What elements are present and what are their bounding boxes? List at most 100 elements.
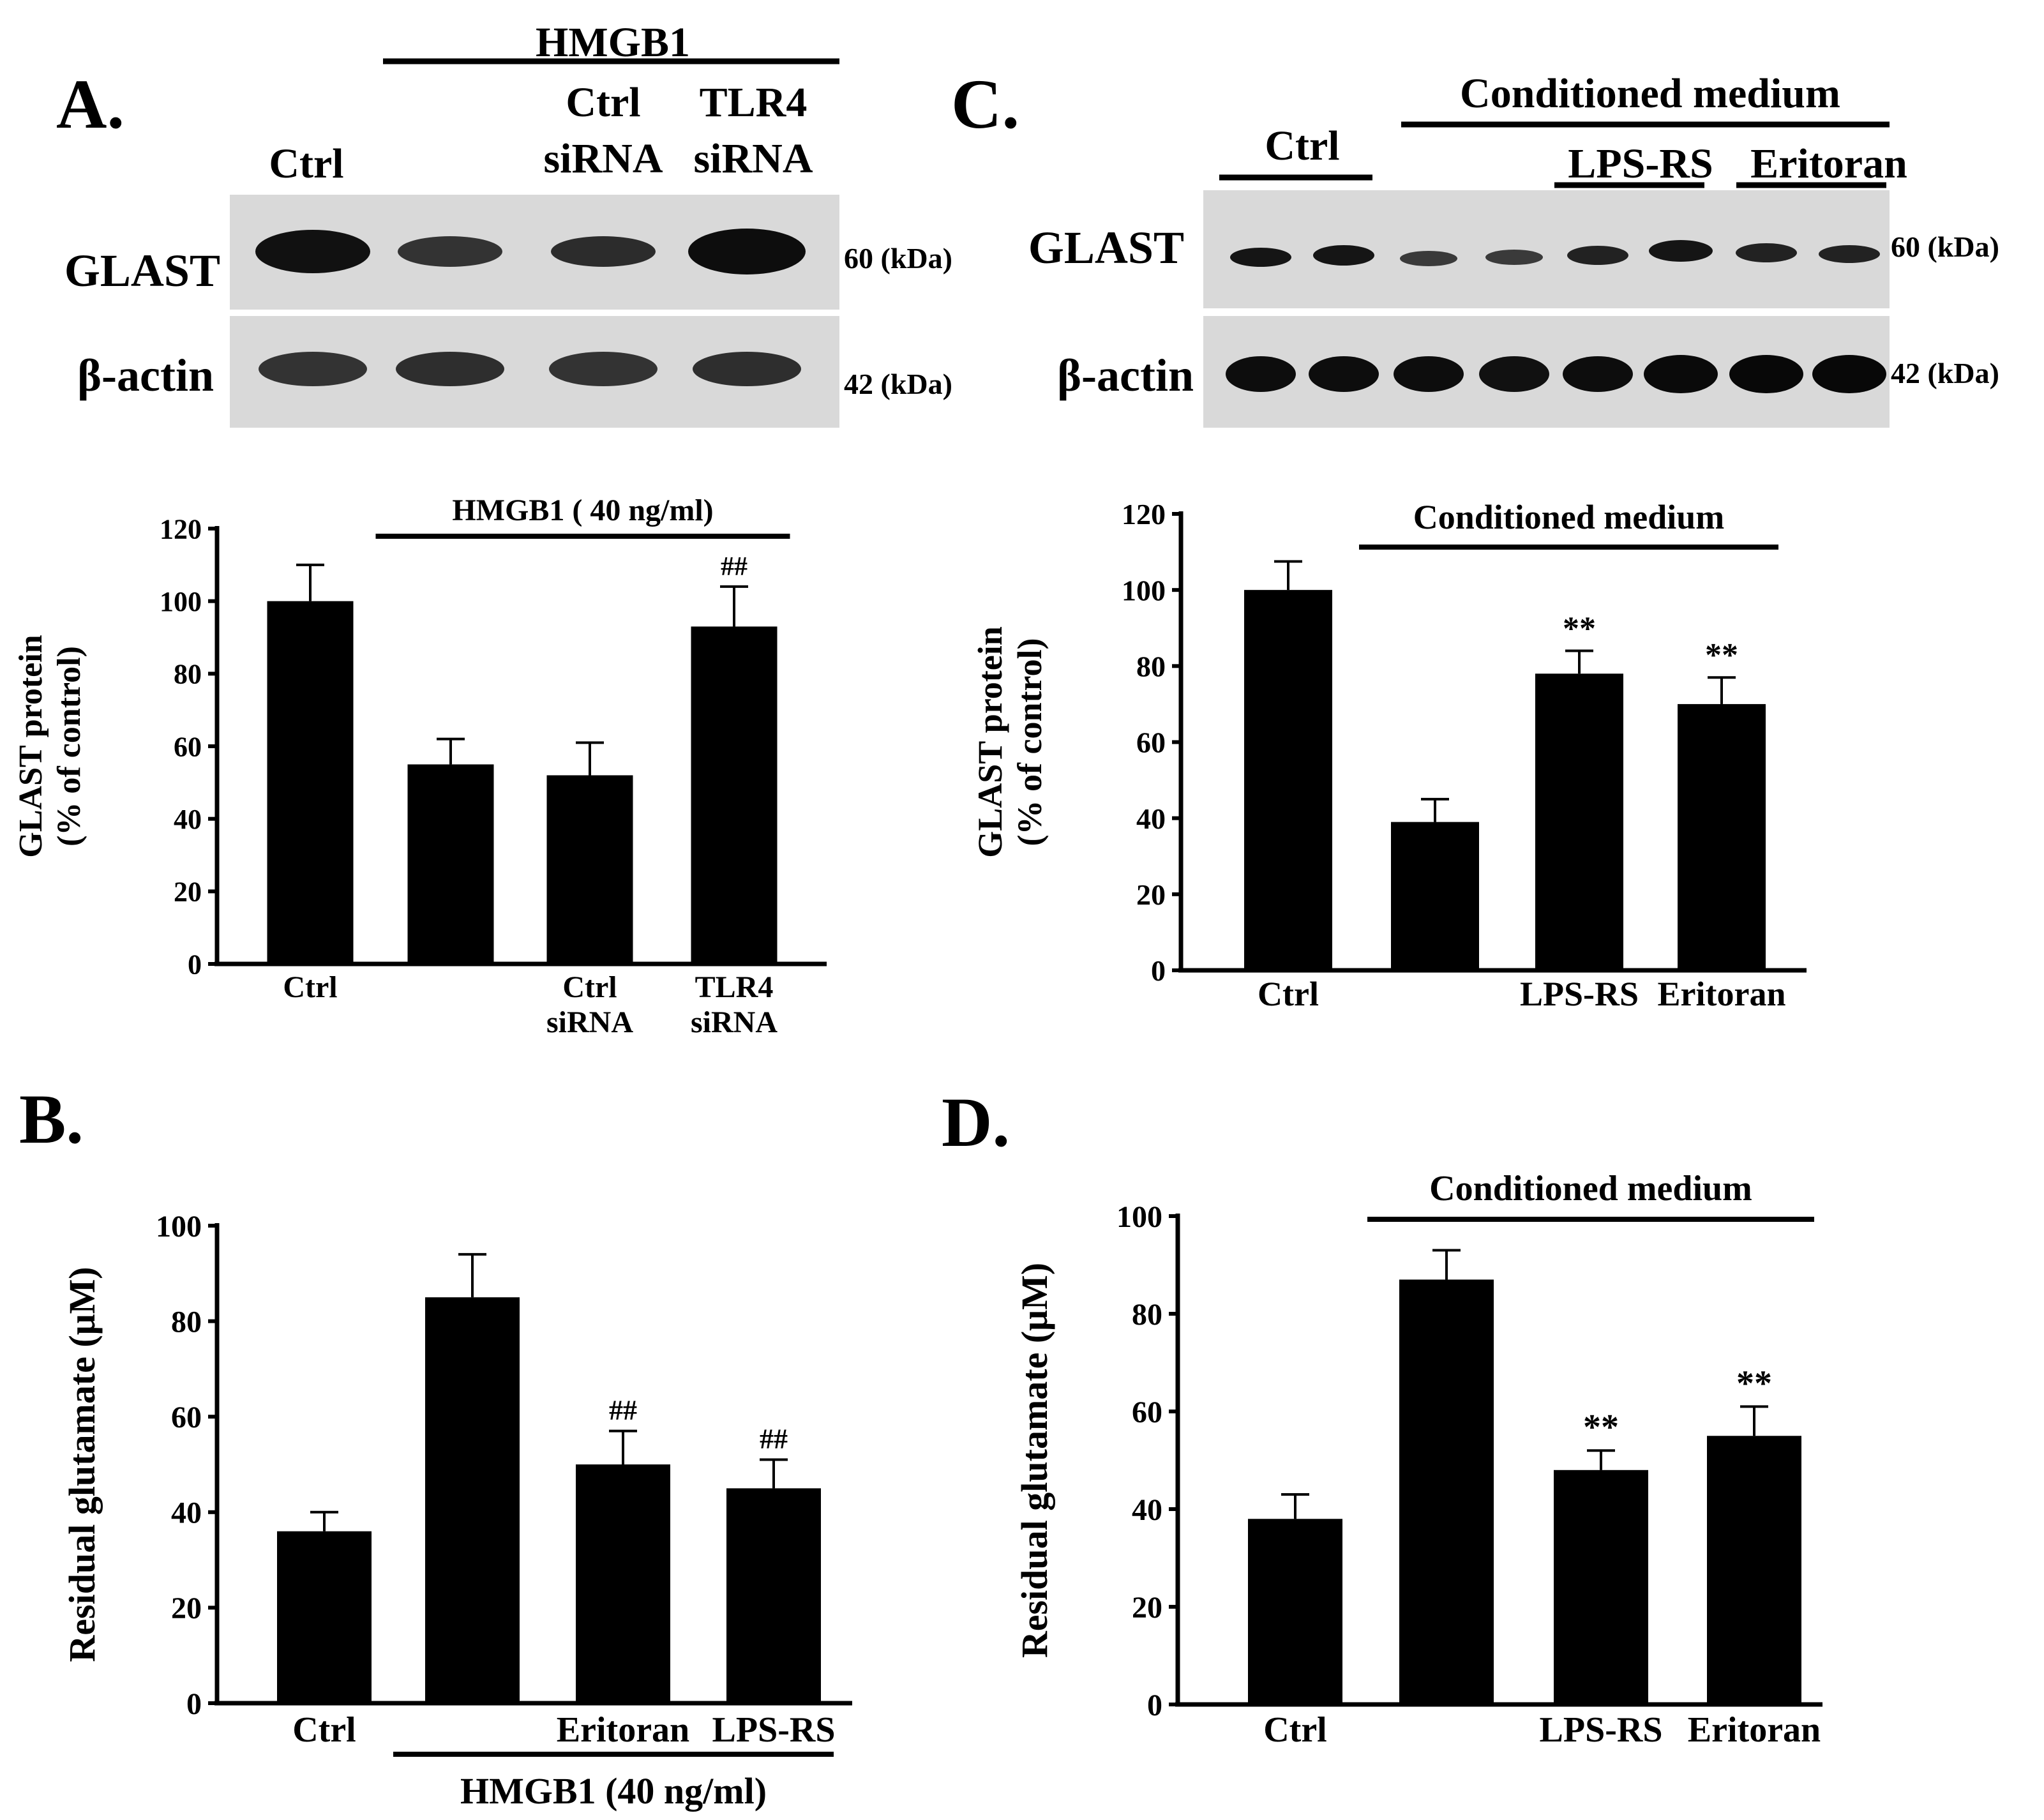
y-tick-label: 0 (188, 949, 202, 980)
blot-a-actin-kda: 42 (kDa) (844, 368, 952, 400)
bar (1707, 1436, 1801, 1704)
category-label: Eritoran (1658, 975, 1786, 1013)
y-tick-label: 80 (1136, 650, 1166, 682)
blot-a-glast-label: GLAST (64, 245, 220, 296)
y-tick-label: 100 (160, 586, 202, 617)
y-tick-label: 80 (1132, 1298, 1162, 1332)
blot-a-glast-band (551, 236, 656, 267)
y-axis-label: (% of control) (51, 646, 87, 846)
blot-a-glast-kda: 60 (kDa) (844, 242, 952, 275)
bar (576, 1464, 670, 1703)
y-axis-label: Residual glutamate (μM) (1014, 1263, 1055, 1658)
blot-c-subgroup-lpsrs: LPS-RS (1568, 140, 1713, 187)
y-tick-label: 100 (156, 1210, 202, 1244)
blot-c-glast-band (1819, 245, 1880, 263)
category-label: Eritoran (557, 1710, 689, 1750)
y-axis-label: GLAST protein (971, 626, 1009, 858)
blot-a-actin-band (396, 352, 504, 386)
y-tick-label: 80 (174, 659, 202, 690)
blot-a-glast-band (398, 236, 502, 267)
y-tick-label: 0 (186, 1687, 202, 1721)
y-tick-label: 0 (1147, 1688, 1162, 1722)
bar (267, 601, 354, 964)
bar (1248, 1519, 1342, 1704)
blot-a-lane-tlr4sirna-2: siRNA (693, 135, 813, 182)
bar (691, 626, 778, 964)
blot-c-actin-band (1394, 356, 1464, 392)
panel-label-a: A. (56, 65, 124, 143)
group-bracket-label: Conditioned medium (1413, 498, 1725, 536)
category-label: Ctrl (283, 970, 337, 1004)
bar-chart-c: 0 20 40 60 80 100 120 GLAST protein (% of contro… (971, 498, 1807, 1013)
y-tick-label: 40 (1136, 802, 1166, 835)
blot-c-glast-band (1736, 243, 1797, 262)
category-label: TLR4 (695, 970, 774, 1004)
blot-c-actin-band (1729, 355, 1803, 393)
blot-c-actin-band (1563, 356, 1633, 392)
y-tick-label: 40 (1132, 1493, 1162, 1527)
significance-label: ## (721, 552, 748, 582)
category-label: LPS-RS (1520, 975, 1639, 1013)
bar-chart-b: 0 20 40 60 80 100 Residual glutamate (μM) Ctrl #… (61, 1210, 852, 1812)
bar-chart-a: 0 20 40 60 80 100 120 GLAST protein (% of contro… (13, 493, 827, 1039)
y-tick-label: 20 (171, 1591, 202, 1625)
category-label: LPS-RS (712, 1710, 836, 1750)
blot-c-glast-label: GLAST (1028, 222, 1184, 273)
blot-a-actin-label: β-actin (77, 350, 214, 401)
bar (425, 1297, 520, 1703)
blot-c-glast-band (1485, 250, 1543, 265)
y-axis-label: (% of control) (1011, 638, 1049, 846)
y-tick-label: 0 (1151, 954, 1166, 987)
group-bracket-label: HMGB1 (40 ng/ml) (460, 1770, 767, 1812)
bar (1244, 590, 1332, 970)
significance-label: ** (1563, 611, 1596, 647)
bar (277, 1531, 372, 1703)
bar-chart-d: 0 20 40 60 80 100 Residual glutamate (μM) Ctrl *… (1014, 1169, 1822, 1750)
blot-c-glast-band (1649, 240, 1713, 262)
blot-c-actin-band (1812, 355, 1886, 393)
blot-c-subgroup-eritoran: Eritoran (1750, 140, 1907, 187)
bar (1535, 673, 1623, 970)
y-tick-label: 120 (1122, 498, 1166, 530)
blot-a-actin-band (259, 352, 367, 386)
y-tick-label: 60 (174, 731, 202, 762)
category-label: Ctrl (562, 970, 617, 1004)
blot-c-actin-kda: 42 (kDa) (1891, 357, 1999, 389)
blot-c-glast-band (1313, 245, 1374, 266)
blot-c-actin-band (1309, 356, 1379, 392)
group-bracket-label: HMGB1 ( 40 ng/ml) (452, 493, 713, 527)
category-label: Ctrl (292, 1710, 356, 1750)
blot-c-group-header: Conditioned medium (1460, 70, 1840, 117)
y-tick-label: 60 (1136, 726, 1166, 759)
y-tick-label: 20 (1136, 878, 1166, 911)
blot-c-actin-label: β-actin (1057, 350, 1194, 401)
blot-a-actin-band (693, 352, 801, 386)
significance-label: ## (609, 1395, 637, 1426)
category-label: Ctrl (1263, 1710, 1327, 1750)
bar (726, 1488, 821, 1703)
blot-c-glast-band (1230, 248, 1291, 267)
significance-label: ** (1736, 1364, 1772, 1403)
blot-c-actin-band (1479, 356, 1549, 392)
blot-c-glast-band (1567, 246, 1628, 265)
significance-label: ** (1705, 637, 1738, 673)
y-tick-label: 20 (1132, 1591, 1162, 1625)
y-axis-label: Residual glutamate (μM) (61, 1267, 103, 1662)
blot-c-glast-band (1400, 251, 1457, 266)
y-tick-label: 60 (171, 1401, 202, 1434)
significance-label: ## (760, 1424, 788, 1455)
category-label: siRNA (546, 1005, 633, 1039)
y-tick-label: 100 (1116, 1200, 1162, 1234)
bar (1554, 1470, 1648, 1704)
bar (1391, 822, 1479, 970)
western-blot-a: HMGB1 Ctrl Ctrl siRNA TLR4 siRNA GLAST β… (64, 19, 952, 428)
bar (407, 764, 494, 964)
panel-label-b: B. (19, 1080, 84, 1158)
blot-a-glast-band (255, 230, 370, 273)
blot-a-lane-ctrlsirna-1: Ctrl (566, 79, 640, 126)
y-tick-label: 80 (171, 1305, 202, 1339)
y-tick-label: 60 (1132, 1395, 1162, 1429)
y-tick-label: 40 (174, 804, 202, 835)
blot-a-lane-ctrl: Ctrl (269, 140, 343, 187)
blot-a-lane-ctrlsirna-2: siRNA (543, 135, 663, 182)
